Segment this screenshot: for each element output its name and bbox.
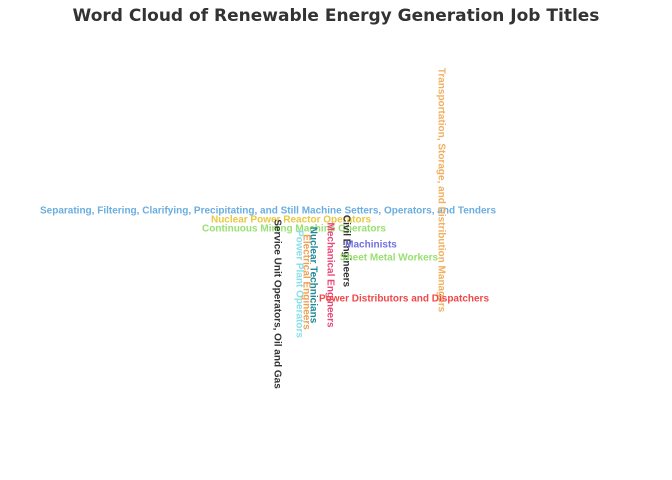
word-12: Power Distributors and Dispatchers: [319, 294, 489, 305]
word-11: Sheet Metal Workers: [340, 253, 439, 264]
word-6: Electrical Engineers: [300, 234, 311, 330]
word-9: Civil Engineers: [340, 215, 351, 288]
word-8: Mechanical Engineers: [324, 222, 335, 327]
chart-title: Word Cloud of Renewable Energy Generatio…: [72, 6, 600, 26]
word-10: Machinists: [345, 240, 397, 251]
word-2: Nuclear Power Reactor Operators: [211, 215, 371, 226]
word-3: Continuous Mining Machine Operators: [202, 224, 386, 235]
word-4: Service Unit Operators, Oil and Gas: [271, 219, 282, 389]
word-5: Power Plant Operators: [293, 230, 304, 338]
word-0: Separating, Filtering, Clarifying, Preci…: [40, 206, 496, 217]
word-1: Transportation, Storage, and Distributio…: [435, 68, 446, 313]
word-7: Nuclear Technicians: [307, 227, 318, 324]
